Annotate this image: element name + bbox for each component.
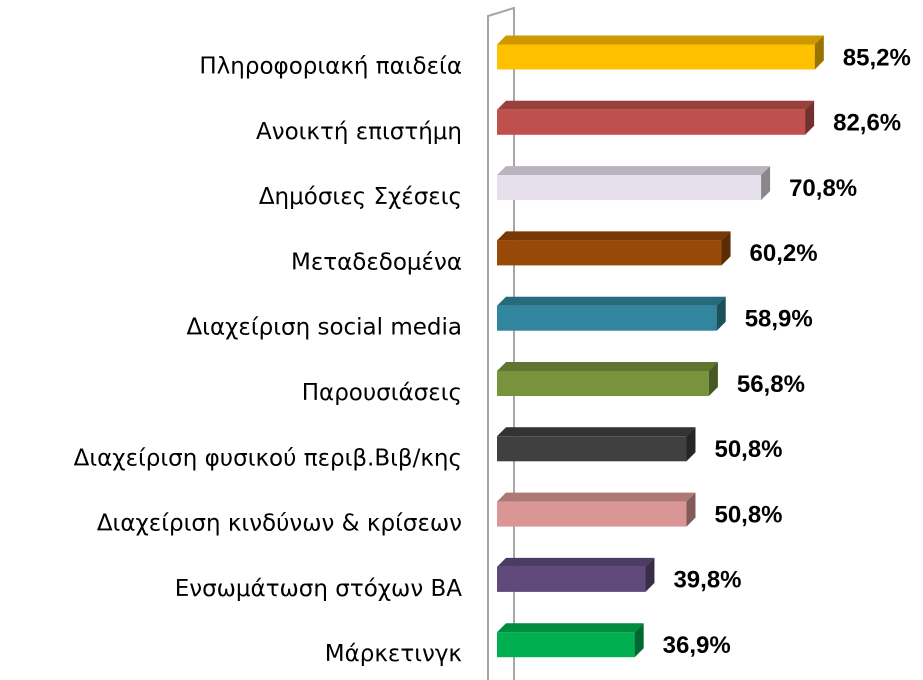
bar-top (497, 427, 696, 437)
bar (497, 362, 718, 396)
bar-front (497, 109, 806, 135)
bar-side (721, 231, 731, 266)
bar-side-shade (686, 492, 696, 527)
category-label: Διαχείριση φυσικού περιβ.Βιβ/κης (74, 445, 462, 471)
bar-top-shade (497, 362, 718, 371)
bar-side-shade (634, 623, 644, 658)
bar (497, 231, 731, 266)
category-label: Διαχείριση social media (186, 315, 462, 341)
bar-top (497, 623, 644, 633)
bar-top-shade (497, 166, 771, 176)
bar-side-shade (645, 557, 655, 592)
bar (497, 623, 644, 658)
value-label: 39,8% (673, 567, 741, 594)
value-label: 56,8% (737, 371, 805, 398)
bar-top (497, 231, 731, 241)
axis-wall (487, 6, 515, 680)
value-label: 82,6% (833, 110, 901, 137)
bar-front (497, 240, 722, 266)
bar-top (497, 100, 815, 110)
bar-top (497, 166, 771, 176)
bar-top-shade (497, 231, 731, 241)
bar (497, 100, 815, 135)
category-label: Μάρκετινγκ (325, 641, 462, 667)
bar-top-shade (497, 557, 655, 567)
bar-side (761, 166, 771, 201)
bar-side-shade (716, 296, 726, 331)
bar-side (634, 623, 644, 658)
bar-side-shade (805, 100, 815, 135)
category-label: Πληροφοριακή παιδεία (199, 54, 462, 80)
value-label: 50,8% (714, 436, 782, 463)
bar-side (716, 296, 726, 331)
category-label: Διαχείριση κινδύνων & κρίσεων (97, 511, 462, 537)
value-label: 85,2% (843, 44, 911, 71)
bar-top-shade (497, 296, 726, 306)
bar-side-shade (814, 35, 824, 70)
bar-side (645, 557, 655, 592)
bar-side (686, 492, 696, 527)
bar (497, 296, 726, 331)
category-label: Ενσωμάτωση στόχων ΒΑ (175, 576, 463, 602)
bar-top-shade (497, 427, 696, 437)
category-label: Δημόσιες Σχέσεις (259, 184, 462, 210)
bar-side (686, 427, 696, 462)
bar-front (497, 566, 646, 592)
bar (497, 492, 696, 527)
category-label: Ανοικτή επιστήμη (256, 119, 462, 145)
bar-front (497, 44, 815, 70)
bar (497, 427, 696, 462)
bar-front (497, 305, 717, 331)
bar-top (497, 35, 824, 45)
value-label: 58,9% (745, 306, 813, 333)
category-label: Μεταδεδομένα (291, 249, 462, 275)
bar-side-shade (721, 231, 731, 266)
bar-front (497, 436, 687, 462)
bar-side-shade (761, 166, 771, 201)
bar (497, 557, 655, 592)
value-label: 50,8% (714, 501, 782, 528)
bar-front (497, 371, 709, 396)
bar-side-shade (686, 427, 696, 462)
bar-top (497, 362, 718, 371)
category-label: Παρουσιάσεις (302, 380, 462, 406)
bar-side (708, 362, 718, 396)
bar-top-shade (497, 492, 696, 502)
bar-top (497, 296, 726, 306)
bar-top (497, 557, 655, 567)
bar-front (497, 632, 635, 658)
bar-front (497, 175, 762, 201)
value-label: 60,2% (750, 240, 818, 267)
bar-top-shade (497, 35, 824, 45)
bar-top-shade (497, 100, 815, 110)
bar-side (805, 100, 815, 135)
bar-side (814, 35, 824, 70)
bar-top-shade (497, 623, 644, 633)
bar-top (497, 492, 696, 502)
value-label: 70,8% (789, 175, 857, 202)
bar (497, 35, 824, 70)
bar (497, 166, 771, 201)
value-label: 36,9% (663, 632, 731, 659)
bar-side-shade (708, 362, 718, 396)
bar-front (497, 501, 687, 527)
